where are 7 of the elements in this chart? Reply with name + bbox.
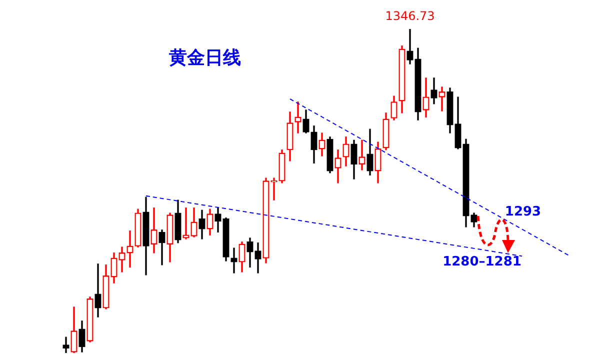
annotation: 1293	[504, 204, 542, 220]
candlestick	[294, 102, 302, 134]
candlestick	[126, 230, 134, 268]
candlestick	[438, 86, 446, 112]
annotation: 1280–1281	[442, 254, 522, 270]
text: 黄金日线	[168, 48, 241, 69]
annotation: 1346.73	[385, 9, 435, 24]
